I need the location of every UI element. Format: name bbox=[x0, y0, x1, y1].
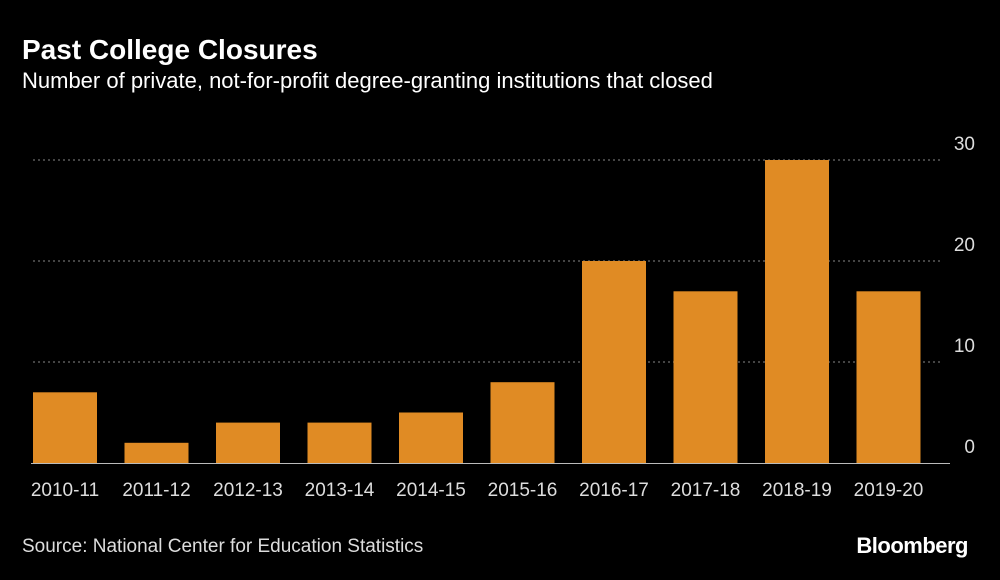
source-note: Source: National Center for Education St… bbox=[22, 536, 424, 557]
bar bbox=[124, 442, 189, 463]
x-tick-label: 2017-18 bbox=[671, 480, 741, 501]
bloomberg-logo: Bloomberg bbox=[856, 533, 968, 558]
x-tick-label: 2013-14 bbox=[305, 480, 375, 501]
x-tick-label: 2010-11 bbox=[31, 480, 99, 501]
x-tick-label: 2014-15 bbox=[396, 480, 466, 501]
y-tick-label: 30 bbox=[954, 134, 975, 155]
x-tick-label: 2018-19 bbox=[762, 480, 832, 501]
y-tick-label: 20 bbox=[954, 235, 975, 256]
bar bbox=[33, 392, 97, 463]
bar bbox=[765, 160, 829, 463]
bar bbox=[307, 422, 372, 463]
bar bbox=[216, 422, 280, 463]
bar bbox=[856, 291, 921, 463]
x-tick-label: 2016-17 bbox=[579, 480, 649, 501]
bar bbox=[673, 291, 738, 463]
y-tick-label: 10 bbox=[954, 336, 975, 357]
x-tick-label: 2012-13 bbox=[213, 480, 283, 501]
x-tick-label: 2019-20 bbox=[854, 480, 924, 501]
bar bbox=[399, 412, 463, 463]
x-tick-label: 2015-16 bbox=[488, 480, 558, 501]
chart-title: Past College Closures bbox=[22, 34, 318, 65]
bar bbox=[490, 382, 555, 463]
x-tick-label: 2011-12 bbox=[122, 480, 190, 501]
bar bbox=[582, 261, 646, 463]
chart-subtitle: Number of private, not-for-profit degree… bbox=[22, 68, 713, 93]
y-tick-label: 0 bbox=[964, 437, 975, 458]
